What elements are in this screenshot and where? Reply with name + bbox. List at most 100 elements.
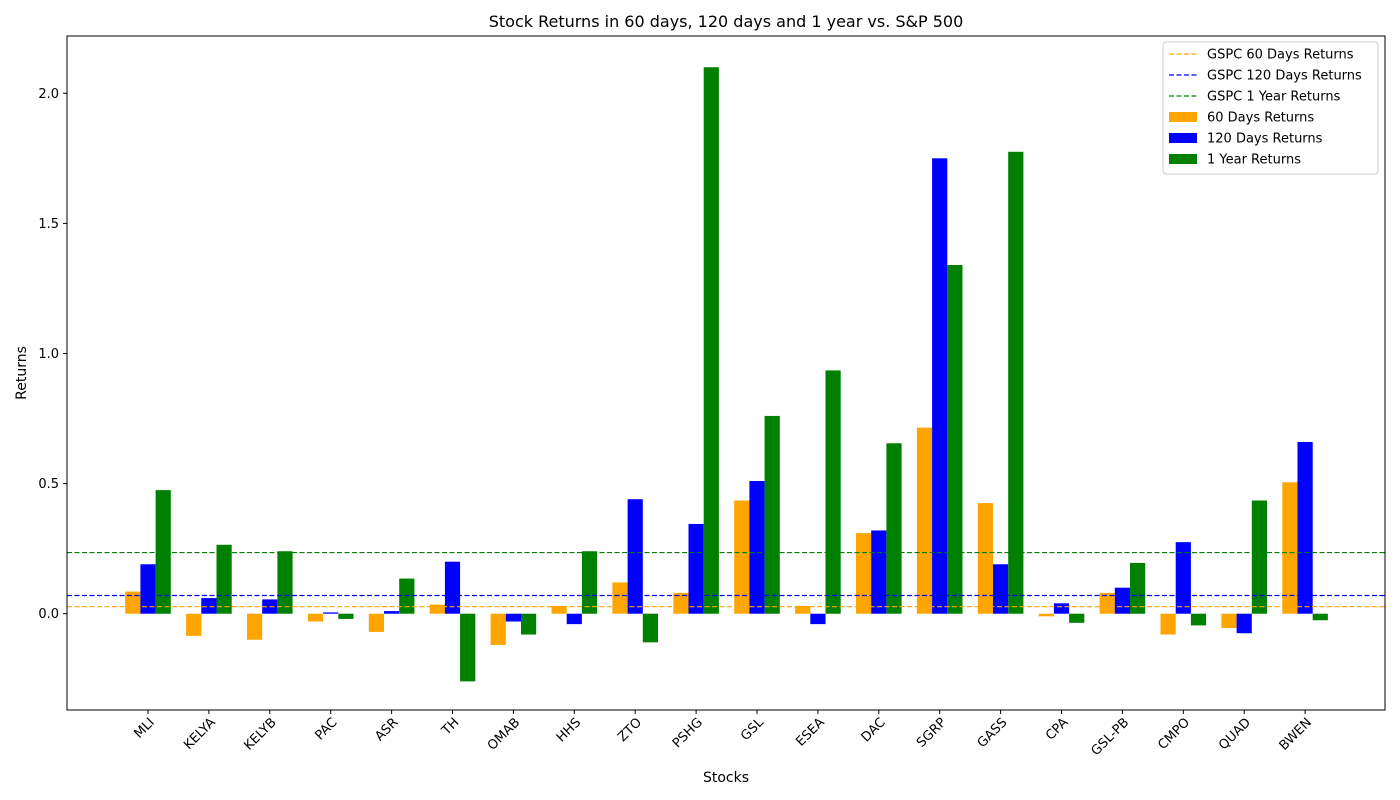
bar [338, 613, 354, 619]
bar [155, 490, 171, 614]
bar [1038, 613, 1054, 617]
bar [566, 613, 582, 625]
plot-frame [66, 35, 1386, 711]
legend-label: 1 Year Returns [1207, 153, 1301, 168]
bar [368, 613, 384, 632]
bar [247, 613, 263, 640]
bar [1160, 613, 1176, 635]
axis-ticks: 0.0 0.5 1.0 1.5 2.0 MLI KELYA KELYB PAC ASR TH OMAB… [38, 87, 1315, 759]
bar [673, 592, 689, 614]
y-tick-label: 0.0 [38, 607, 59, 622]
bar [932, 158, 948, 614]
x-tick-label: GASS [975, 715, 1011, 751]
bar [429, 604, 445, 614]
bar [1099, 592, 1115, 614]
bar [871, 530, 887, 614]
bar [216, 544, 232, 614]
bar [186, 613, 202, 636]
bar [810, 613, 826, 625]
bar [795, 605, 811, 614]
y-tick-label: 2.0 [38, 87, 59, 102]
x-tick-label: GSL [738, 715, 767, 744]
bar [140, 564, 156, 614]
bar [734, 500, 750, 614]
bar [323, 612, 339, 614]
x-tick-label: ZTO [615, 715, 645, 745]
legend-patch-swatch [1169, 112, 1197, 122]
chart-marks [125, 67, 1328, 682]
bar [505, 613, 521, 622]
bar [886, 443, 902, 614]
bar [1053, 603, 1070, 614]
legend-label: GSPC 120 Days Returns [1207, 69, 1362, 84]
bar [703, 67, 719, 614]
bar [947, 265, 963, 614]
bar [384, 611, 400, 614]
bar [1008, 151, 1024, 614]
bar [125, 591, 141, 614]
bar [627, 499, 643, 614]
bar [825, 370, 841, 614]
x-axis-label: Stocks [703, 770, 749, 786]
bar [1251, 500, 1267, 614]
bar [1069, 613, 1085, 623]
x-tick-label: TH [438, 715, 462, 739]
bar [1130, 562, 1146, 614]
bar [581, 551, 598, 614]
bar [993, 564, 1009, 614]
x-tick-label: OMAB [485, 715, 523, 753]
bar [277, 551, 293, 614]
x-tick-label: KELYA [181, 715, 219, 753]
legend-label: GSPC 60 Days Returns [1207, 48, 1354, 63]
y-axis-label: Returns [14, 346, 30, 400]
x-tick-label: PAC [312, 715, 340, 743]
x-tick-label: ASR [372, 715, 401, 744]
x-tick-label: CPA [1043, 715, 1071, 743]
bar [1114, 587, 1130, 614]
bar [749, 480, 765, 614]
legend-label: 60 Days Returns [1207, 111, 1314, 126]
bar [1221, 613, 1237, 629]
bar [1312, 613, 1328, 621]
bar [977, 503, 993, 614]
legend-label: 120 Days Returns [1207, 132, 1323, 147]
bar [460, 613, 476, 682]
x-tick-label: PSHG [670, 715, 706, 751]
legend-patch-swatch [1169, 133, 1197, 143]
chart-title: Stock Returns in 60 days, 120 days and 1… [489, 12, 964, 31]
bar [688, 523, 704, 614]
bar [612, 582, 628, 614]
bar [1297, 441, 1313, 614]
bar [399, 578, 415, 614]
bar [307, 613, 324, 622]
x-tick-label: GSL-PB [1089, 715, 1133, 759]
x-tick-label: CMPO [1155, 715, 1193, 753]
bar [1190, 613, 1207, 626]
bar [521, 613, 537, 635]
y-tick-label: 1.0 [38, 347, 59, 362]
x-tick-label: ESEA [793, 715, 827, 749]
x-tick-label: KELYB [241, 715, 279, 753]
legend-box [1162, 41, 1379, 175]
x-tick-label: SGRP [914, 715, 950, 751]
bar [856, 533, 872, 614]
bar [1236, 613, 1252, 634]
bar [201, 598, 217, 614]
y-tick-label: 0.5 [38, 477, 59, 492]
bar [444, 561, 461, 614]
bar [642, 613, 658, 643]
reference-lines [67, 551, 1385, 608]
x-tick-label: MLI [131, 715, 157, 741]
x-tick-label: HHS [554, 715, 584, 745]
legend-label: GSPC 1 Year Returns [1207, 90, 1341, 105]
x-tick-label: DAC [859, 715, 889, 745]
bar [916, 427, 933, 614]
y-tick-label: 1.5 [38, 217, 59, 232]
bar [764, 415, 780, 614]
x-tick-label: QUAD [1216, 715, 1254, 753]
bar [490, 613, 506, 645]
bar [551, 605, 567, 614]
x-tick-label: BWEN [1277, 715, 1315, 753]
